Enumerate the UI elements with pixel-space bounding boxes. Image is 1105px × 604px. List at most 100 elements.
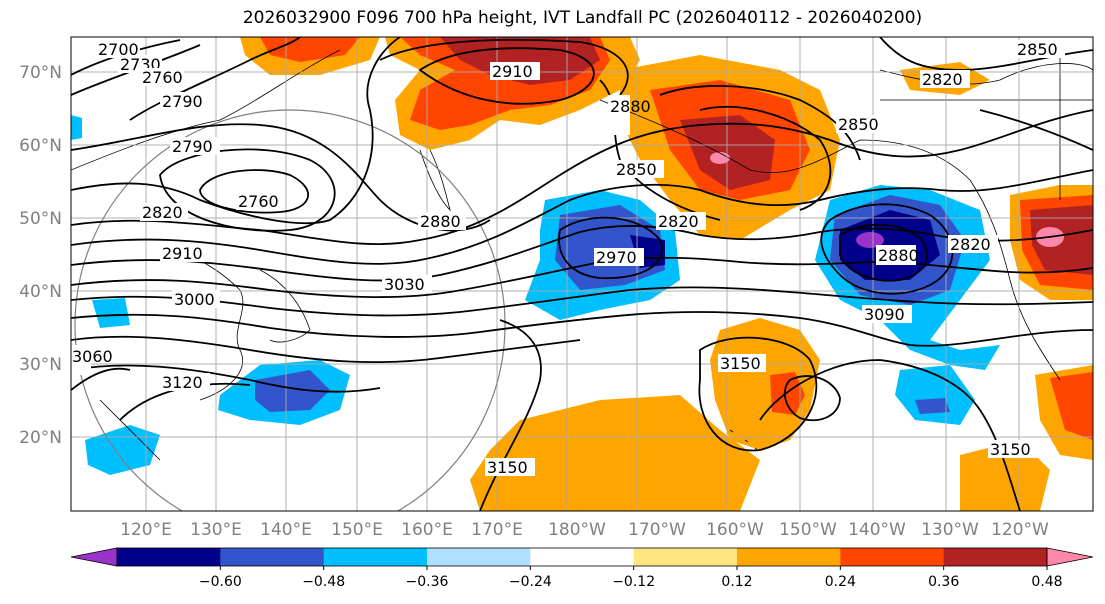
lon-label: 170°W (628, 520, 686, 540)
contour-label: 2850 (838, 115, 879, 134)
colorbar-tick-label: −0.24 (509, 574, 552, 590)
lat-label: 60°N (19, 136, 62, 156)
contour-label-bg (485, 458, 535, 476)
contour-label: 2880 (420, 212, 461, 231)
contour-label: 2850 (616, 160, 657, 179)
contour-label-bg (948, 235, 998, 253)
colorbar-segment (220, 548, 325, 566)
contour-label-bg (718, 354, 766, 372)
contour-low-gulf-2 (839, 223, 928, 282)
contour-north-2 (379, 38, 629, 96)
colorbar-segment (943, 548, 1048, 566)
contour-label: 2910 (162, 244, 203, 263)
contour-label: 2910 (492, 62, 533, 81)
contour-label-bg (1015, 40, 1065, 58)
contour-label: 2820 (142, 203, 183, 222)
colorbar-segment (633, 548, 738, 566)
contour-label-bg (71, 345, 91, 375)
contour-label-bg (140, 68, 184, 86)
lat-label: 70°N (19, 63, 62, 83)
positive-anomaly-tropics (470, 395, 760, 511)
contour-zonal-7 (71, 335, 581, 364)
contour-label: 2760 (238, 192, 279, 211)
contour-label: 2820 (658, 212, 699, 231)
negative-anomaly-subtropic-east-core (915, 398, 950, 414)
contour-zonal-6 (71, 311, 1093, 347)
contour-label-bg (418, 212, 466, 230)
lon-label: 180°W (548, 520, 606, 540)
contour-label-bg (876, 245, 916, 265)
contour-label: 3150 (720, 354, 761, 373)
contour-label-bg (160, 92, 204, 110)
contour-zonal-3 (71, 224, 1093, 282)
positive-anomaly-subtropical (710, 318, 820, 450)
map-title: 2026032900 F096 700 hPa height, IVT Land… (242, 8, 923, 28)
contour-label-group: 2700 2730 2760 2790 2790 2760 2820 2910 … (71, 40, 1065, 477)
contour-label-bg (594, 248, 644, 266)
contour-label-bg (160, 244, 210, 262)
map-panel: 2700 2730 2760 2790 2790 2760 2820 2910 … (71, 37, 1093, 511)
positive-anomaly-siberia-max (440, 37, 600, 85)
contour-label-bg (170, 137, 220, 155)
coast-canada (879, 63, 1093, 101)
colorbar-segment (427, 548, 531, 566)
contour-low-gulf-1 (820, 203, 954, 295)
contour-label-bg (140, 203, 188, 221)
lat-label: 50°N (19, 209, 62, 229)
contour-label: 2820 (950, 235, 991, 254)
latitude-labels: 70°N 60°N 50°N 40°N 30°N 20°N (19, 63, 62, 448)
contour-label-bg (382, 275, 432, 293)
lon-label: 120°W (991, 520, 1049, 540)
lon-label: 170°E (471, 520, 523, 540)
contour-label-bg (490, 62, 540, 80)
lon-label: 120°E (120, 520, 172, 540)
contour-label: 3150 (487, 458, 528, 477)
contour-zonal-8 (71, 364, 381, 393)
lat-label: 30°N (19, 355, 62, 375)
contour-label-bg (656, 212, 706, 230)
colorbar-segment (117, 548, 221, 566)
lon-label: 130°E (190, 520, 242, 540)
lat-label: 40°N (19, 282, 62, 302)
lon-label: 160°W (706, 520, 764, 540)
ivt-shading (71, 37, 1093, 511)
colorbar-segment (530, 548, 635, 566)
contour-north-1 (418, 47, 595, 105)
colorbar-extend-min (70, 547, 118, 567)
contour-alaska-2 (659, 85, 861, 161)
contour-label-bg (96, 40, 140, 58)
contour-label: 2760 (142, 68, 183, 87)
colorbar-tick-label: 0.48 (1031, 574, 1062, 590)
contour-label: 3090 (864, 305, 905, 324)
colorbar-segment (840, 548, 945, 566)
positive-anomaly-mexico-core (1050, 372, 1093, 440)
contour-high-1 (783, 375, 841, 422)
contour-label: 3000 (174, 290, 215, 309)
colorbar-tick-label: −0.36 (406, 574, 449, 590)
contour-label: 2790 (172, 137, 213, 156)
contour-label: 2850 (1017, 40, 1058, 59)
contour-label: 2790 (162, 92, 203, 111)
colorbar-tick-label: 0.24 (825, 574, 856, 590)
contour-zonal-5 (71, 286, 1093, 317)
positive-anomaly-bering-peak (710, 152, 730, 164)
contour-label: 2970 (596, 248, 637, 267)
contour-zonal-1 (71, 109, 1093, 246)
lon-label: 130°W (921, 520, 979, 540)
contour-alaska-3 (699, 106, 832, 211)
contour-2790-low (159, 148, 336, 232)
contour-zonal-2 (71, 169, 1093, 265)
colorbar-tick-label: −0.60 (199, 574, 242, 590)
contour-label-bg (988, 440, 1038, 458)
contour-label: 2820 (922, 70, 963, 89)
colorbar-outline (116, 547, 1048, 567)
contour-label: 3060 (72, 347, 113, 366)
lat-label: 20°N (19, 428, 62, 448)
colorbar-tick-label: −0.48 (302, 574, 345, 590)
reference-circle (74, 109, 506, 511)
contour-label-bg (920, 70, 970, 88)
contour-label-bg (236, 192, 284, 210)
colorbar-tick-label: 0.12 (721, 574, 752, 590)
contour-label-bg (160, 373, 210, 391)
colorbar-tick-label: 0.36 (928, 574, 959, 590)
